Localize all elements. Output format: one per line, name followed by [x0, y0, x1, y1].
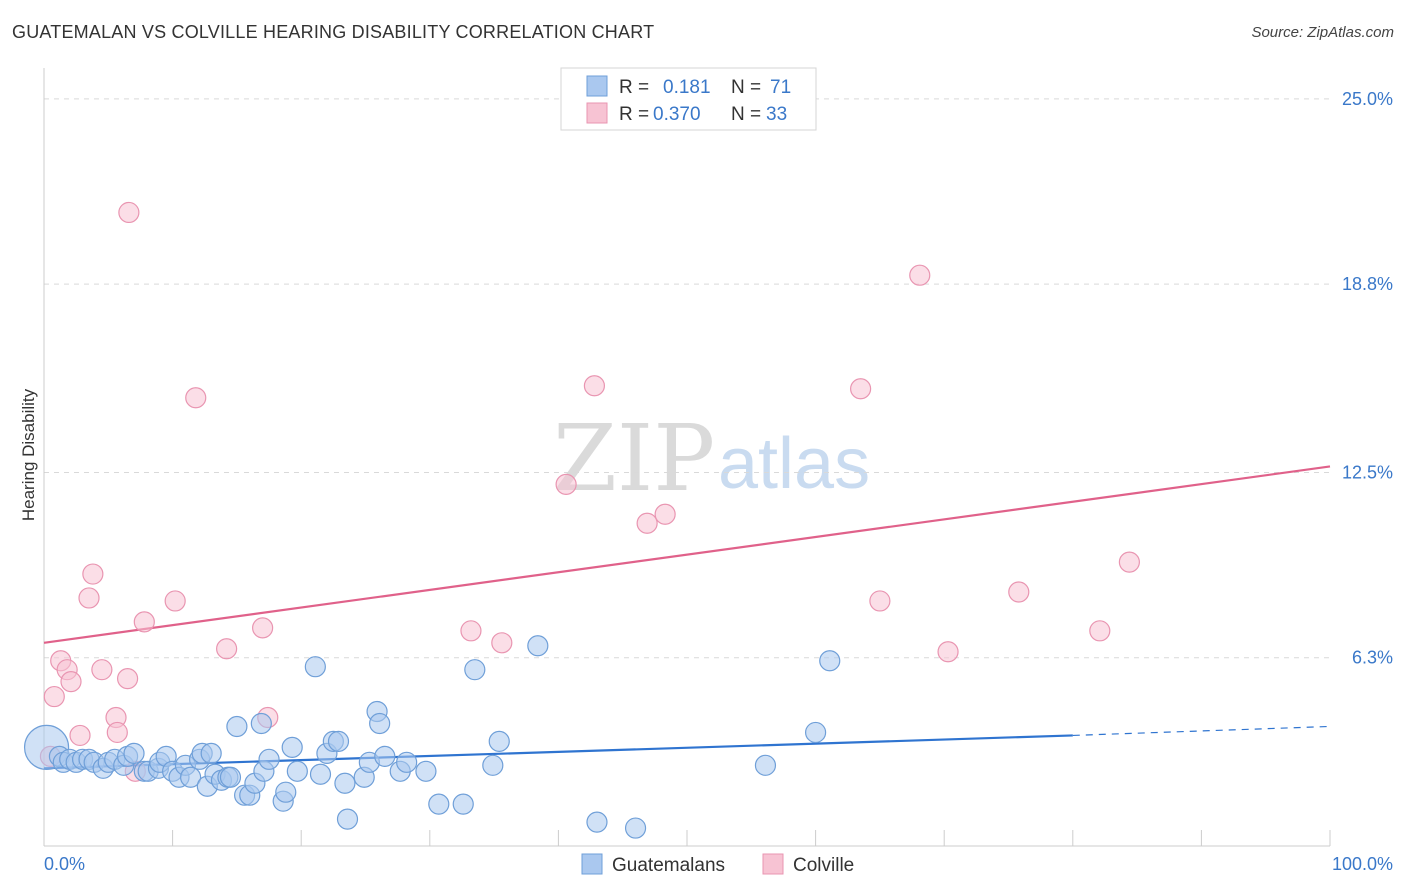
- guatemalan-point: [415, 760, 437, 782]
- colville-point: [43, 685, 65, 708]
- bottom-legend-swatch-guatemalans: [581, 853, 603, 875]
- guatemalan-point: [258, 748, 280, 770]
- bottom-legend-swatch-colville: [762, 853, 784, 875]
- colville-point: [583, 375, 606, 397]
- colville-point: [185, 387, 207, 409]
- guatemalan-point: [374, 745, 396, 767]
- guatemalan-point: [754, 754, 777, 776]
- guatemalan-point: [336, 808, 359, 830]
- legend-r-value-guatemalans: 0.181: [663, 77, 711, 98]
- x-tick-label-max: 100.0%: [1332, 854, 1393, 874]
- guatemalan-point: [527, 635, 549, 657]
- guatemalan-point: [327, 730, 350, 753]
- legend-n-value-colville: 33: [766, 104, 787, 125]
- colville-point: [91, 659, 113, 681]
- bottom-legend-label-guatemalans: Guatemalans: [612, 855, 725, 876]
- legend-n-value-guatemalans: 71: [770, 77, 791, 98]
- scatter-points: [23, 201, 1140, 839]
- guatemalan-point: [464, 659, 486, 681]
- colville-trend-line: [43, 465, 1331, 644]
- colville-point: [937, 641, 959, 663]
- legend-swatch-colville: [586, 102, 608, 124]
- colville-point: [252, 617, 274, 639]
- colville-point: [654, 503, 676, 525]
- colville-point: [164, 590, 186, 612]
- legend-r-value-colville: 0.370: [653, 104, 701, 125]
- colville-point: [636, 512, 658, 534]
- colville-point: [106, 721, 128, 744]
- legend-n-label-guatemalans: N =: [731, 77, 761, 98]
- guatemalan-point: [482, 754, 504, 776]
- watermark: ZIP atlas: [553, 405, 870, 512]
- colville-point: [78, 587, 100, 609]
- colville-point: [491, 632, 513, 654]
- y-tick-label: 18.8%: [1342, 274, 1393, 294]
- colville-point: [909, 264, 931, 286]
- y-tick-label: 25.0%: [1342, 89, 1393, 109]
- guatemalan-point: [624, 817, 647, 839]
- guatemalan-point: [275, 781, 297, 803]
- guatemalan-point: [250, 712, 272, 735]
- grid-lines: [44, 98, 1330, 659]
- colville-point: [1089, 620, 1111, 642]
- guatemalan-point: [219, 766, 242, 788]
- guatemalan-point: [396, 751, 418, 773]
- guatemalan-point: [819, 650, 841, 672]
- chart-source: Source: ZipAtlas.com: [1251, 24, 1394, 41]
- x-tick-labels: 0.0% 100.0%: [44, 854, 1393, 874]
- colville-point: [869, 590, 891, 612]
- guatemalan-point: [369, 712, 391, 735]
- colville-point: [60, 671, 82, 693]
- legend-r-label-guatemalans: R =: [619, 77, 649, 98]
- guatemalan-trend-extension: [1072, 725, 1331, 737]
- legend-r-label-colville: R =: [619, 104, 649, 125]
- guatemalan-point: [334, 772, 356, 794]
- guatemalan-point: [123, 742, 145, 764]
- guatemalan-point: [586, 811, 608, 833]
- y-axis-label: Hearing Disability: [19, 388, 38, 521]
- watermark-zip: ZIP: [553, 405, 715, 512]
- y-tick-labels: 6.3% 12.5% 18.8% 25.0%: [1342, 89, 1393, 668]
- guatemalan-point: [180, 766, 202, 788]
- colville-point: [850, 378, 872, 400]
- bottom-legend: Guatemalans Colville: [581, 853, 854, 876]
- colville-point: [460, 620, 482, 642]
- watermark-atlas: atlas: [718, 424, 870, 504]
- guatemalan-point: [488, 730, 510, 753]
- colville-point: [82, 563, 104, 585]
- guatemalan-point: [304, 656, 326, 678]
- colville-point: [116, 668, 139, 690]
- colville-point: [133, 611, 155, 633]
- guatemalan-point: [281, 736, 303, 758]
- chart-title: GUATEMALAN VS COLVILLE HEARING DISABILIT…: [12, 22, 655, 42]
- colville-point: [1008, 581, 1030, 603]
- x-tick-label-min: 0.0%: [44, 854, 85, 874]
- guatemalan-point: [428, 793, 450, 815]
- bottom-legend-label-colville: Colville: [793, 855, 854, 876]
- y-tick-label: 6.3%: [1352, 648, 1393, 668]
- guatemalan-point: [309, 763, 332, 785]
- guatemalan-point: [452, 793, 474, 815]
- guatemalan-point: [226, 715, 248, 738]
- legend-n-label-colville: N =: [731, 104, 761, 125]
- axes: [43, 68, 1331, 847]
- colville-point: [216, 638, 238, 660]
- guatemalan-point: [200, 742, 222, 764]
- colville-point: [69, 724, 91, 747]
- y-tick-label: 12.5%: [1342, 462, 1393, 482]
- legend-swatch-guatemalans: [586, 75, 608, 97]
- colville-point: [1118, 551, 1140, 573]
- colville-point: [555, 473, 577, 496]
- guatemalan-point: [286, 760, 308, 782]
- colville-point: [118, 201, 140, 224]
- guatemalan-point: [804, 721, 827, 744]
- top-legend: R = 0.181 N = 71 R = 0.370 N = 33: [560, 67, 817, 131]
